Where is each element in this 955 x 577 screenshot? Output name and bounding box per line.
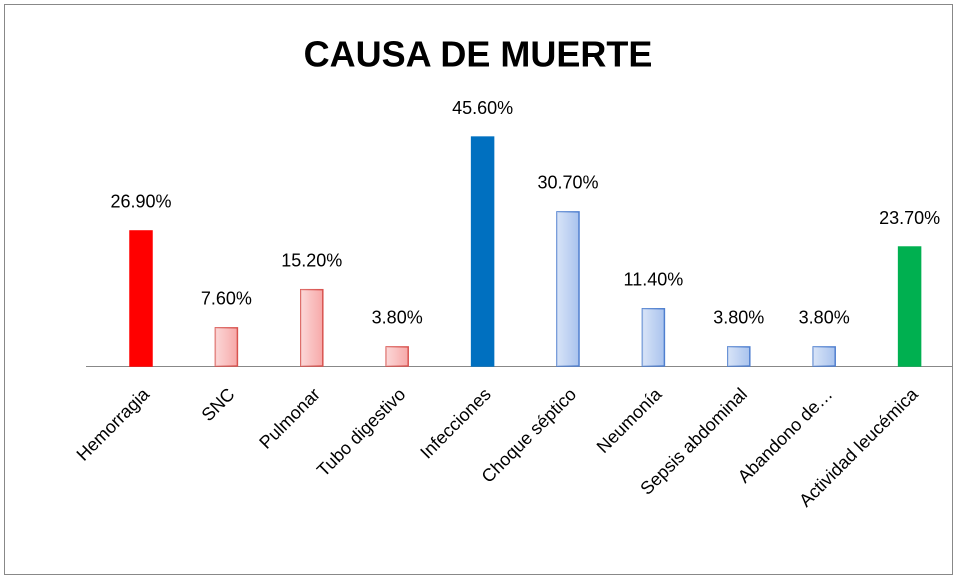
data-label: 23.70%: [879, 208, 940, 228]
data-label: 11.40%: [624, 270, 684, 290]
data-label: 45.60%: [452, 98, 513, 118]
bar-shine: [813, 346, 836, 366]
bar-shine: [557, 211, 579, 366]
data-label: 3.80%: [799, 308, 850, 328]
bar: [470, 136, 495, 367]
bar: [129, 230, 153, 367]
bar: [897, 246, 922, 367]
bar-shine: [215, 327, 238, 366]
data-label: 26.90%: [110, 192, 171, 212]
bar-shine: [386, 346, 409, 366]
data-label: 3.80%: [713, 308, 764, 328]
data-label: 3.80%: [372, 308, 423, 328]
bar-shine: [727, 346, 750, 366]
data-label: 7.60%: [201, 289, 252, 309]
chart-title: CAUSA DE MUERTE: [304, 34, 653, 75]
bar-shine: [300, 289, 323, 366]
data-label: 15.20%: [281, 250, 342, 270]
bar-shine: [642, 308, 665, 366]
data-label: 30.70%: [537, 173, 598, 193]
